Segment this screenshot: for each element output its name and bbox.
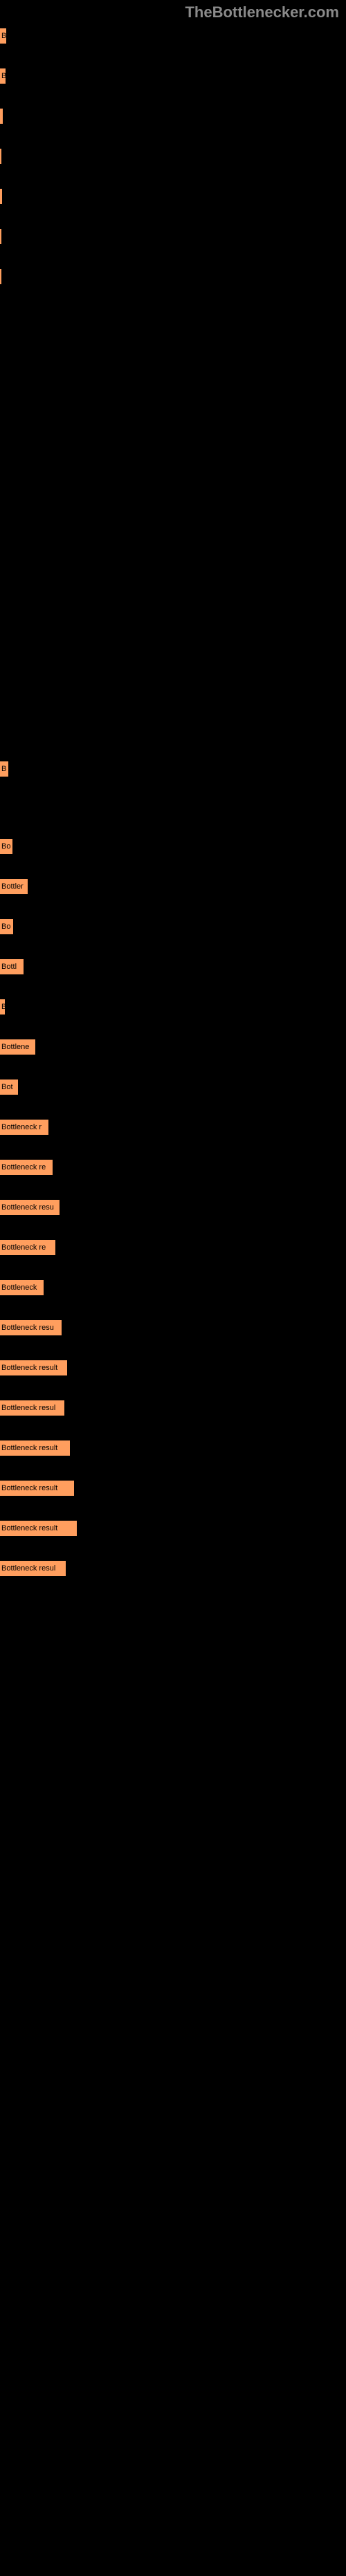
bar-row (0, 109, 346, 124)
bar-row: Bottleneck result (0, 1360, 346, 1375)
bar-row: Bottleneck re (0, 1240, 346, 1255)
watermark-text: TheBottlenecker.com (0, 0, 346, 21)
bar-row (0, 269, 346, 284)
bar: Bottl (0, 959, 24, 974)
bar: Bo (0, 839, 12, 854)
bar-row: Bottleneck resu (0, 1200, 346, 1215)
bar-row: Bottleneck result (0, 1440, 346, 1456)
bar: Bottleneck result (0, 1360, 67, 1375)
bar-row (0, 229, 346, 244)
bar: Bottlene (0, 1039, 35, 1055)
bar-row: Bo (0, 919, 346, 934)
bar: Bo (0, 919, 13, 934)
bar (0, 109, 3, 124)
bar-row: Bottleneck r (0, 1120, 346, 1135)
bar: B (0, 68, 6, 84)
bar: Bottleneck re (0, 1160, 53, 1175)
bar-row (0, 149, 346, 164)
bar-row: Bottleneck resul (0, 1400, 346, 1416)
bar (0, 189, 2, 204)
bar-row: B (0, 999, 346, 1014)
bar-row: Bottleneck result (0, 1521, 346, 1536)
bar-row: Bot (0, 1079, 346, 1095)
bar: Bottleneck resu (0, 1320, 62, 1335)
bar: B (0, 999, 5, 1014)
bar (0, 149, 1, 164)
bar: B (0, 28, 6, 44)
bar: Bottleneck result (0, 1440, 70, 1456)
bar: B (0, 761, 8, 777)
bar-row: Bottlene (0, 1039, 346, 1055)
bar: Bottleneck resul (0, 1400, 64, 1416)
bar: Bottleneck resul (0, 1561, 66, 1576)
bar-row: Bottleneck re (0, 1160, 346, 1175)
bar-row: Bottleneck result (0, 1481, 346, 1496)
bar: Bottleneck result (0, 1481, 74, 1496)
bottleneck-bar-chart: B B B Bo Bottler Bo Bottl B Bottlene Bot Bottlenec… (0, 21, 346, 1608)
bar-row: B (0, 28, 346, 44)
bar: Bottleneck re (0, 1240, 55, 1255)
bar: Bottleneck r (0, 1120, 48, 1135)
bar-row: B (0, 761, 346, 777)
bar-row: Bottler (0, 879, 346, 894)
bar (0, 229, 1, 244)
bar: Bottleneck result (0, 1521, 77, 1536)
bar-row: Bottleneck (0, 1280, 346, 1295)
bar-row: Bottleneck resul (0, 1561, 346, 1576)
bar: Bot (0, 1079, 18, 1095)
bar: Bottler (0, 879, 28, 894)
bar (0, 269, 1, 284)
bar-row: B (0, 68, 346, 84)
bar-row: Bottl (0, 959, 346, 974)
bar-row: Bo (0, 839, 346, 854)
bar: Bottleneck (0, 1280, 44, 1295)
bar-row: Bottleneck resu (0, 1320, 346, 1335)
bar-row (0, 189, 346, 204)
bar: Bottleneck resu (0, 1200, 60, 1215)
